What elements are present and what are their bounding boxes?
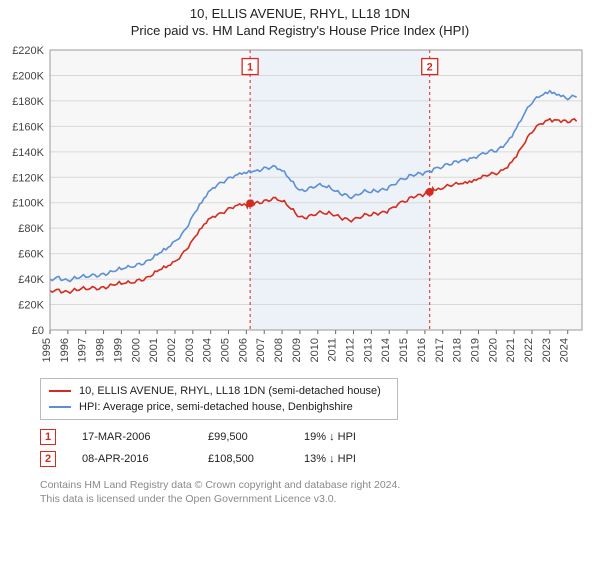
svg-text:1995: 1995 <box>41 338 53 362</box>
event-price: £99,500 <box>208 431 278 443</box>
svg-text:£40K: £40K <box>18 274 44 286</box>
svg-text:£120K: £120K <box>12 172 44 184</box>
svg-text:2024: 2024 <box>559 338 571 362</box>
events-table: 1 17-MAR-2006 £99,500 19% ↓ HPI 2 08-APR… <box>40 426 600 470</box>
footer-line2: This data is licensed under the Open Gov… <box>40 492 600 506</box>
svg-text:2003: 2003 <box>184 338 196 362</box>
title-address: 10, ELLIS AVENUE, RHYL, LL18 1DN <box>0 6 600 21</box>
footer: Contains HM Land Registry data © Crown c… <box>40 478 600 506</box>
svg-text:2007: 2007 <box>255 338 267 362</box>
svg-text:1: 1 <box>247 62 253 74</box>
chart-container: £0 £20K £40K £60K £80K £100K £120K £140K £160K £1… <box>0 42 600 372</box>
svg-text:2011: 2011 <box>327 338 339 362</box>
svg-text:2008: 2008 <box>273 338 285 362</box>
event-date: 08-APR-2016 <box>82 453 182 465</box>
svg-text:2016: 2016 <box>416 338 428 362</box>
svg-text:£200K: £200K <box>12 70 44 82</box>
svg-text:£140K: £140K <box>12 147 44 159</box>
svg-text:2012: 2012 <box>344 338 356 362</box>
svg-text:£0: £0 <box>32 325 44 337</box>
svg-text:£100K: £100K <box>12 198 44 210</box>
legend-item: HPI: Average price, semi-detached house,… <box>49 399 389 415</box>
legend-swatch <box>49 406 71 408</box>
svg-text:2014: 2014 <box>380 338 392 362</box>
event-price: £108,500 <box>208 453 278 465</box>
svg-text:2: 2 <box>427 62 433 74</box>
svg-text:1998: 1998 <box>95 338 107 362</box>
legend-label: 10, ELLIS AVENUE, RHYL, LL18 1DN (semi-d… <box>79 385 381 397</box>
svg-text:2010: 2010 <box>309 338 321 362</box>
event-diff: 19% ↓ HPI <box>304 431 394 443</box>
svg-text:2001: 2001 <box>148 338 160 362</box>
legend: 10, ELLIS AVENUE, RHYL, LL18 1DN (semi-d… <box>40 378 398 420</box>
svg-text:£220K: £220K <box>12 45 44 57</box>
svg-text:2005: 2005 <box>220 338 232 362</box>
svg-text:2006: 2006 <box>237 338 249 362</box>
svg-text:1997: 1997 <box>77 338 89 362</box>
price-chart: £0 £20K £40K £60K £80K £100K £120K £140K £160K £1… <box>0 42 600 372</box>
svg-text:2020: 2020 <box>487 338 499 362</box>
svg-text:2004: 2004 <box>202 338 214 362</box>
legend-swatch <box>49 390 71 392</box>
svg-text:1996: 1996 <box>59 338 71 362</box>
svg-text:2017: 2017 <box>434 338 446 362</box>
svg-text:2000: 2000 <box>130 338 142 362</box>
title-sub: Price paid vs. HM Land Registry's House … <box>0 23 600 38</box>
svg-text:2021: 2021 <box>505 338 517 362</box>
svg-text:2013: 2013 <box>362 338 374 362</box>
event-index-box: 1 <box>40 429 56 445</box>
svg-text:2023: 2023 <box>541 338 553 362</box>
event-diff: 13% ↓ HPI <box>304 453 394 465</box>
svg-text:£60K: £60K <box>18 249 44 261</box>
svg-text:2019: 2019 <box>469 338 481 362</box>
svg-text:2015: 2015 <box>398 338 410 362</box>
legend-label: HPI: Average price, semi-detached house,… <box>79 401 353 413</box>
svg-text:£180K: £180K <box>12 96 44 108</box>
event-date: 17-MAR-2006 <box>82 431 182 443</box>
svg-text:£160K: £160K <box>12 121 44 133</box>
svg-text:2022: 2022 <box>523 338 535 362</box>
footer-line1: Contains HM Land Registry data © Crown c… <box>40 478 600 492</box>
svg-text:1999: 1999 <box>112 338 124 362</box>
svg-text:2002: 2002 <box>166 338 178 362</box>
event-index-box: 2 <box>40 451 56 467</box>
event-row: 2 08-APR-2016 £108,500 13% ↓ HPI <box>40 448 600 470</box>
event-row: 1 17-MAR-2006 £99,500 19% ↓ HPI <box>40 426 600 448</box>
legend-item: 10, ELLIS AVENUE, RHYL, LL18 1DN (semi-d… <box>49 383 389 399</box>
svg-text:2009: 2009 <box>291 338 303 362</box>
svg-text:2018: 2018 <box>452 338 464 362</box>
svg-text:£80K: £80K <box>18 223 44 235</box>
svg-text:£20K: £20K <box>18 300 44 312</box>
